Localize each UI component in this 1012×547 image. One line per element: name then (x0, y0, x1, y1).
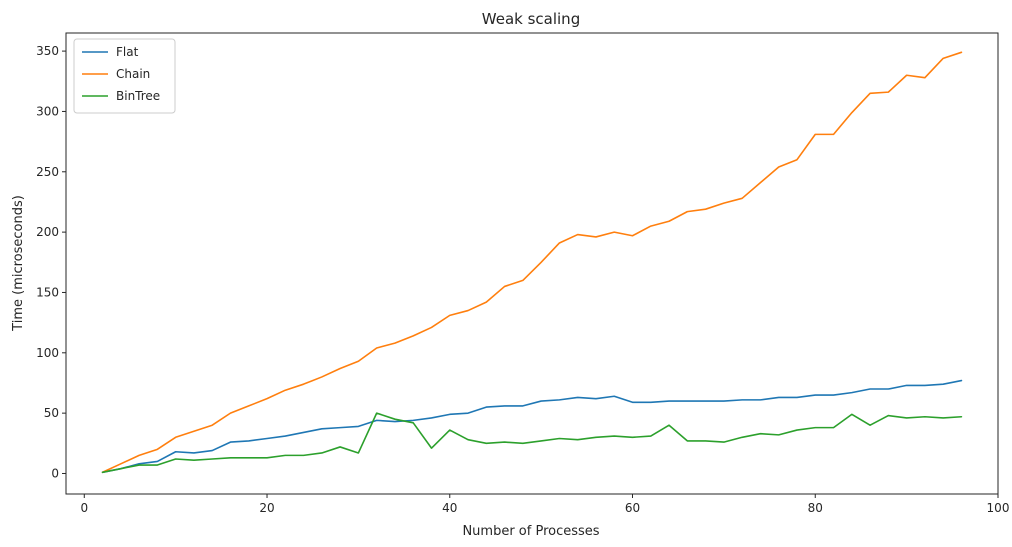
legend-label-chain: Chain (116, 67, 150, 81)
x-axis: 0 20 40 60 80 100 (80, 494, 1009, 515)
x-tick-label: 40 (442, 501, 457, 515)
x-tick-label: 20 (259, 501, 274, 515)
x-tick-label: 60 (625, 501, 640, 515)
y-tick-label: 150 (36, 285, 59, 299)
series-line-chain (101, 51, 963, 474)
legend: Flat Chain BinTree (73, 38, 176, 114)
y-tick-label: 50 (44, 406, 59, 420)
legend-label-bintree: BinTree (116, 89, 160, 103)
y-tick-label: 200 (36, 225, 59, 239)
y-tick-label: 300 (36, 104, 59, 118)
y-tick-label: 100 (36, 346, 59, 360)
y-axis: 0 50 100 150 200 250 300 350 (36, 44, 66, 480)
y-tick-label: 350 (36, 44, 59, 58)
y-tick-label: 0 (51, 466, 59, 480)
x-axis-label: Number of Processes (462, 524, 599, 539)
plot-area (101, 51, 963, 474)
x-tick-label: 0 (80, 501, 88, 515)
legend-box (73, 38, 176, 114)
x-tick-label: 80 (808, 501, 823, 515)
y-axis-label: Time (microseconds) (11, 195, 26, 332)
plot-frame (65, 32, 999, 495)
series-line-flat (101, 379, 963, 474)
x-tick-label: 100 (987, 501, 1010, 515)
chart-title: Weak scaling (482, 10, 580, 28)
y-tick-label: 250 (36, 165, 59, 179)
legend-label-flat: Flat (116, 45, 139, 59)
series-line-bintree (101, 412, 963, 474)
